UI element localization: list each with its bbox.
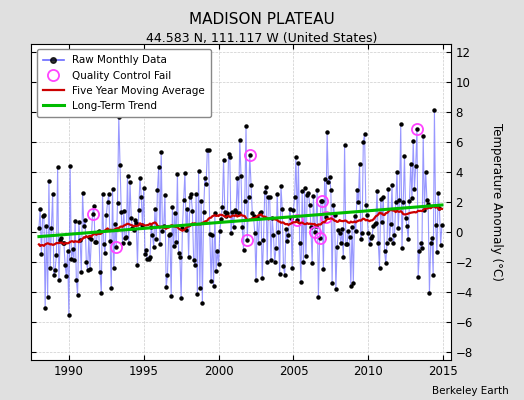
Text: MADISON PLATEAU: MADISON PLATEAU [189,12,335,27]
Legend: Raw Monthly Data, Quality Control Fail, Five Year Moving Average, Long-Term Tren: Raw Monthly Data, Quality Control Fail, … [37,49,211,117]
Text: 44.583 N, 111.117 W (United States): 44.583 N, 111.117 W (United States) [146,32,378,45]
Text: Berkeley Earth: Berkeley Earth [432,386,508,396]
Y-axis label: Temperature Anomaly (°C): Temperature Anomaly (°C) [489,123,503,281]
